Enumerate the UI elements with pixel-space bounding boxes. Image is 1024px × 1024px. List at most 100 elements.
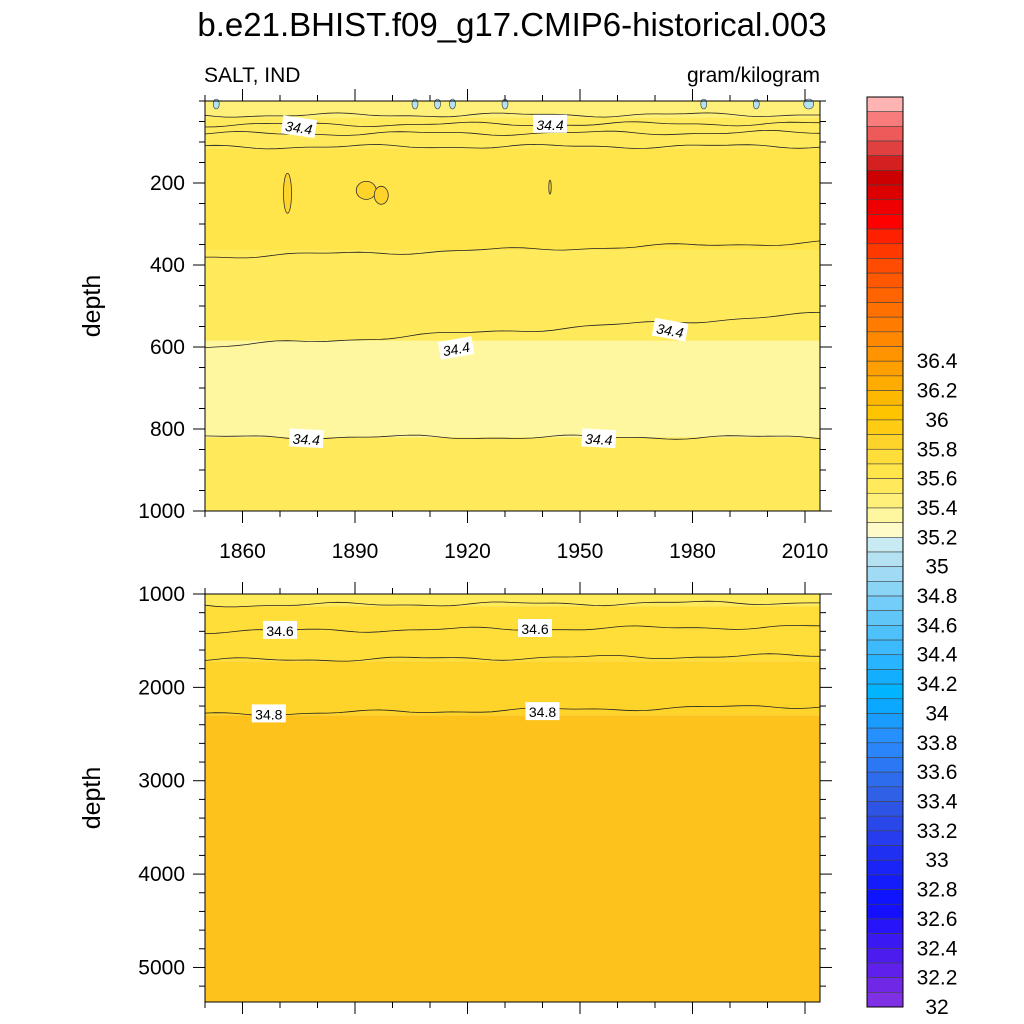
colorbar-box-39	[866, 669, 904, 685]
upper-contour-4	[205, 240, 821, 259]
colorbar-box-9	[866, 228, 904, 245]
contour-label-bg	[251, 704, 286, 723]
lower-band-0	[205, 594, 820, 607]
contour-label-text: 34.6	[521, 621, 548, 637]
lower-contour-1	[204, 625, 821, 634]
lower-contour-3	[204, 705, 821, 717]
colorbar-box-3	[866, 140, 904, 157]
lower-plot-area: 34.6 34.6 34.8 34.8 1000 2000 3000 4000 5000	[138, 582, 832, 1014]
colorbar-box-16	[866, 331, 904, 347]
lower-ytick-label: 4000	[138, 863, 185, 886]
figure-title: b.e21.BHIST.f09_g17.CMIP6-historical.003	[197, 6, 826, 43]
colorbar-box-10	[866, 243, 904, 259]
colorbar-box-33	[866, 581, 904, 597]
colorbar-box-14	[866, 302, 904, 318]
colorbar-label: 35.2	[917, 526, 958, 549]
upper-ytick-label: 400	[150, 254, 185, 277]
upper-contour-label-3: 34.4	[651, 317, 689, 342]
lower-ytick-label: 3000	[138, 770, 185, 793]
colorbar-box-58	[866, 947, 904, 964]
colorbar-box-42	[866, 713, 904, 729]
colorbar-box-32	[866, 566, 904, 582]
contour-label-bg	[525, 702, 560, 721]
colorbar-label: 33	[925, 849, 948, 872]
contour-label-bg	[533, 114, 567, 133]
colorbar-box-61	[866, 992, 904, 1008]
upper-contour-label-1: 34.4	[533, 114, 567, 133]
units-label: gram/kilogram	[687, 64, 820, 87]
colorbar-label: 35	[925, 556, 948, 579]
lower-ytick-label: 2000	[138, 676, 185, 699]
colorbar-box-60	[866, 977, 904, 993]
colorbar-box-8	[866, 214, 904, 230]
colorbar-box-31	[866, 551, 904, 567]
lower-band-1	[205, 606, 820, 662]
colorbar-box-21	[866, 404, 904, 421]
colorbar-box-12	[866, 272, 904, 289]
contour-label-text: 34.4	[284, 118, 313, 138]
colorbar-box-30	[866, 537, 904, 553]
colorbar-box-35	[866, 610, 904, 626]
lower-ytick-label: 5000	[138, 956, 185, 979]
colorbar-box-20	[866, 390, 904, 406]
colorbar-box-27	[866, 492, 904, 509]
lower-band-3	[205, 715, 820, 1002]
colorbar-label: 33.6	[917, 761, 958, 784]
colorbar-label: 32.4	[917, 937, 958, 960]
contour-label-text: 34.4	[292, 431, 320, 448]
contour-label-text: 34.8	[255, 706, 282, 722]
colorbar-box-55	[866, 903, 904, 920]
colorbar-label: 34.4	[917, 644, 958, 667]
upper-band-0	[205, 101, 820, 118]
upper-ytick-label: 800	[150, 418, 185, 441]
contour-label-bg	[581, 428, 617, 449]
contour-label-text: 34.8	[529, 704, 556, 720]
colorbar-box-19	[866, 375, 904, 391]
colorbar-label: 33.2	[917, 820, 958, 843]
contour-label-text: 34.4	[536, 117, 563, 133]
colorbar-box-53	[866, 874, 904, 890]
colorbar-box-0	[866, 96, 904, 112]
colorbar-box-54	[866, 889, 904, 905]
upper-ytick-label: 200	[150, 172, 185, 195]
colorbar-label: 34.2	[917, 673, 958, 696]
upper-contour-3	[204, 143, 821, 150]
upper-band-4	[205, 340, 820, 438]
upper-contour-0	[204, 112, 820, 118]
colorbar-box-7	[866, 199, 904, 215]
colorbar-box-51	[866, 845, 904, 861]
colorbar-box-50	[866, 830, 904, 846]
upper-contour-label-5: 34.4	[581, 428, 617, 449]
colorbar-box-44	[866, 742, 904, 758]
colorbar-label: 32.6	[917, 908, 958, 931]
contour-label-text: 34.4	[441, 339, 471, 360]
colorbar-box-18	[866, 360, 904, 377]
colorbar-label: 33.4	[917, 791, 958, 814]
lower-ylabel: depth	[78, 767, 106, 830]
upper-band-2	[205, 148, 820, 251]
xtick-label: 1920	[444, 540, 491, 563]
upper-band-3	[205, 250, 820, 341]
xtick-label: 2010	[782, 540, 829, 563]
colorbar: 36.4 36.2 36 35.8 35.6 35.4 35.2 35 34.8 34.6 34.4…	[866, 96, 958, 1019]
lower-panel: 34.6 34.6 34.8 34.8 1000 2000 3000 4000 5000 dep…	[78, 582, 832, 1014]
lower-ytick-label: 1000	[138, 583, 185, 606]
lower-contour-label-1: 34.6	[518, 619, 552, 637]
lower-band-2	[205, 661, 820, 716]
colorbar-box-26	[866, 478, 904, 494]
colorbar-box-17	[866, 346, 904, 362]
upper-ytick-label: 1000	[138, 500, 185, 523]
upper-contour-label-0: 34.4	[280, 115, 318, 138]
upper-ylabel: depth	[78, 275, 106, 338]
lower-contour-label-2: 34.8	[251, 704, 286, 723]
lower-contour-0	[204, 600, 820, 608]
contour-label-text: 34.6	[266, 623, 293, 639]
xtick-label: 1980	[669, 540, 716, 563]
upper-panel: SALT, IND gram/kilogram 34.4 34.434.434.4…	[78, 64, 832, 563]
salinity-blob-1	[355, 180, 377, 200]
colorbar-label: 34.8	[917, 585, 958, 608]
upper-contour-label-4: 34.4	[288, 428, 324, 449]
colorbar-label: 34	[925, 703, 949, 726]
colorbar-label: 32.8	[917, 879, 958, 902]
